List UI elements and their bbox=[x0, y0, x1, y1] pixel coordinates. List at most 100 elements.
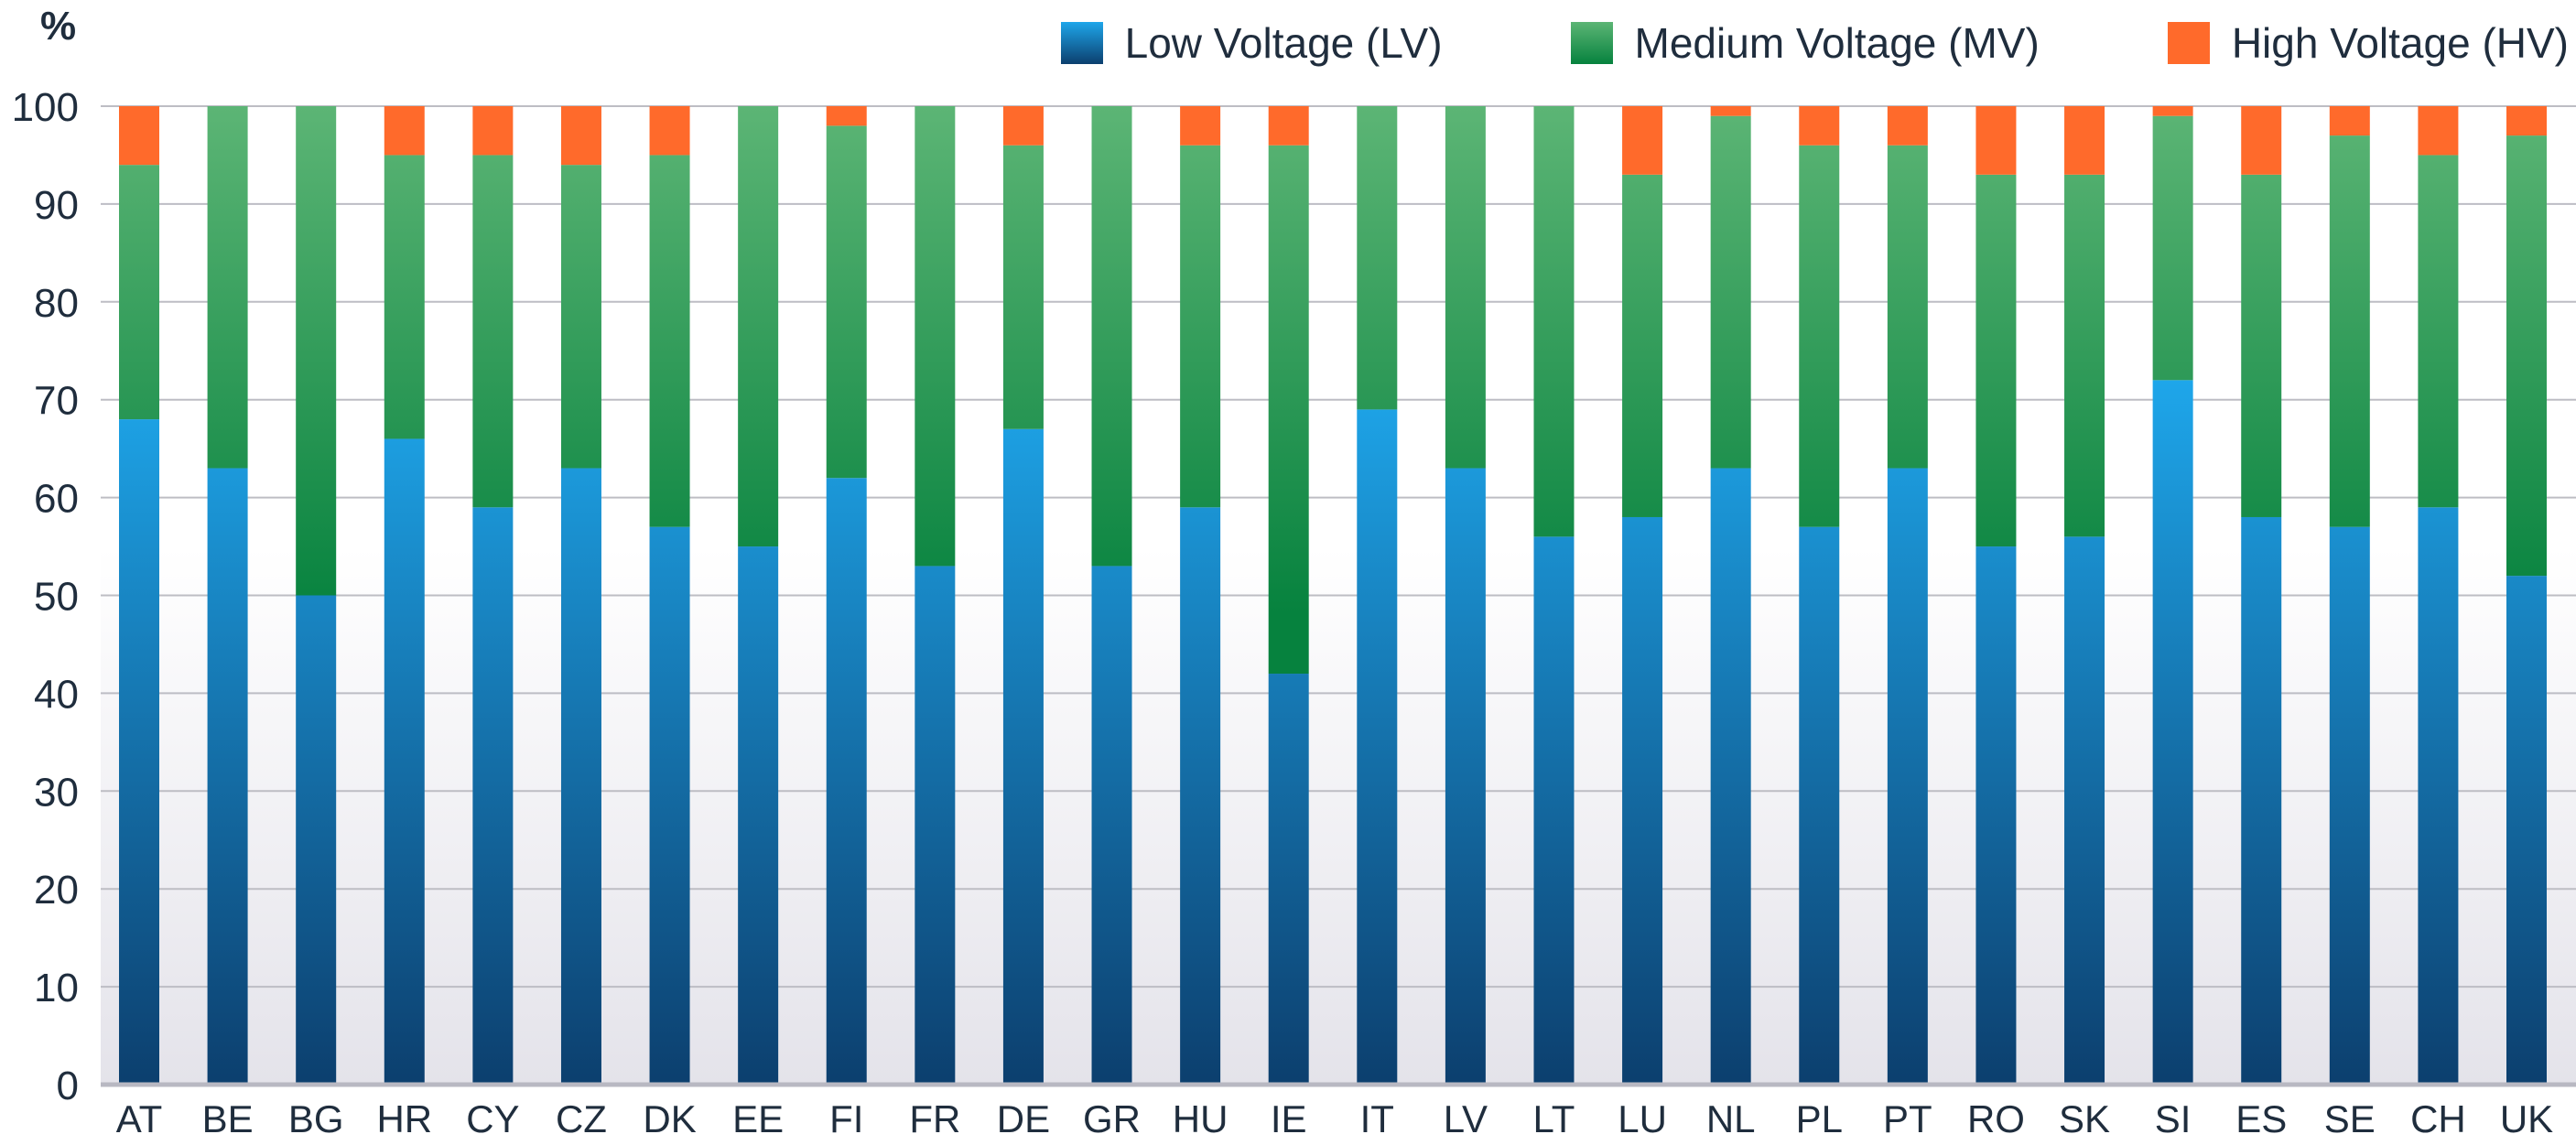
x-tick-label: ES bbox=[2235, 1097, 2287, 1140]
bar-segment-mv bbox=[1268, 145, 1309, 675]
bar-segment-mv bbox=[826, 125, 867, 479]
bar-segment-lv bbox=[826, 478, 867, 1085]
bar-segment-lv bbox=[296, 595, 337, 1085]
legend-swatch-hv bbox=[2167, 22, 2210, 64]
bar-segment-lv bbox=[2329, 526, 2370, 1085]
bar-segment-lv bbox=[1975, 546, 2017, 1085]
bar-segment-mv bbox=[1180, 145, 1221, 508]
bar-segment-hv bbox=[826, 106, 867, 126]
legend-swatch-mv bbox=[1570, 22, 1613, 64]
x-tick-label: PT bbox=[1883, 1097, 1932, 1140]
bar-segment-mv bbox=[1445, 106, 1486, 469]
x-tick-label: BE bbox=[202, 1097, 254, 1140]
bar-segment-mv bbox=[1799, 145, 1840, 527]
bar-segment-mv bbox=[1002, 145, 1044, 429]
bar-segment-hv bbox=[1799, 106, 1840, 146]
x-tick-label: NL bbox=[1706, 1097, 1756, 1140]
x-tick-label: DK bbox=[643, 1097, 696, 1140]
bar-segment-mv bbox=[1975, 174, 2017, 547]
bar-segment-lv bbox=[207, 468, 248, 1085]
bar-segment-hv bbox=[1622, 106, 1663, 175]
x-tick-label: LT bbox=[1533, 1097, 1575, 1140]
y-tick-label: 70 bbox=[34, 379, 79, 424]
x-tick-label: FI bbox=[829, 1097, 863, 1140]
y-tick-label: 90 bbox=[34, 183, 79, 228]
bar-segment-mv bbox=[2418, 155, 2459, 508]
bar-segment-mv bbox=[915, 106, 956, 567]
x-tick-label: LU bbox=[1618, 1097, 1667, 1140]
x-tick-label: RO bbox=[1967, 1097, 2025, 1140]
bar-segment-mv bbox=[296, 106, 337, 596]
y-axis-ticks: 0 10 20 30 40 50 60 70 80 90 100 bbox=[12, 85, 79, 1108]
bar-segment-hv bbox=[472, 106, 514, 156]
x-tick-label: EE bbox=[732, 1097, 784, 1140]
y-tick-label: 10 bbox=[34, 966, 79, 1010]
x-tick-label: FR bbox=[909, 1097, 960, 1140]
legend-item-hv: High Voltage (HV) bbox=[2167, 18, 2569, 68]
x-axis-ticks: AT BE BG HR CY CZ DK EE FI FR DE GR HU IE IT LV LT LU NL PL… bbox=[116, 1097, 2553, 1140]
bar-segment-lv bbox=[2152, 380, 2193, 1085]
bar-segment-lv bbox=[1268, 674, 1309, 1085]
y-axis-unit-label: % bbox=[40, 4, 77, 49]
bar-segment-mv bbox=[2064, 174, 2105, 537]
x-tick-label: BG bbox=[288, 1097, 344, 1140]
bar-segment-hv bbox=[1180, 106, 1221, 146]
bar-segment-hv bbox=[1887, 106, 1928, 146]
bar-segment-mv bbox=[1091, 106, 1132, 567]
y-tick-label: 100 bbox=[12, 85, 79, 130]
bar-segment-lv bbox=[384, 438, 425, 1086]
bar-segment-hv bbox=[2418, 106, 2459, 156]
bar-segment-mv bbox=[1622, 174, 1663, 517]
bar-segment-mv bbox=[1887, 145, 1928, 469]
bar-segment-lv bbox=[1357, 409, 1398, 1085]
bar-segment-lv bbox=[2506, 576, 2547, 1085]
bar-segment-lv bbox=[1622, 516, 1663, 1085]
x-tick-label: LV bbox=[1444, 1097, 1488, 1140]
legend-item-mv: Medium Voltage (MV) bbox=[1570, 18, 2040, 68]
bar-segment-mv bbox=[1533, 106, 1575, 537]
y-tick-label: 50 bbox=[34, 575, 79, 620]
legend-label-lv: Low Voltage (LV) bbox=[1124, 19, 1443, 67]
bar-segment-mv bbox=[207, 106, 248, 469]
bar-segment-mv bbox=[2329, 135, 2370, 527]
legend-label-hv: High Voltage (HV) bbox=[2231, 19, 2569, 67]
bar-segment-lv bbox=[1710, 468, 1751, 1085]
bar-segment-lv bbox=[738, 546, 779, 1085]
bar-segment-lv bbox=[1002, 428, 1044, 1085]
x-tick-label: CZ bbox=[556, 1097, 607, 1140]
legend-label-mv: Medium Voltage (MV) bbox=[1634, 19, 2040, 67]
bar-segment-lv bbox=[1091, 566, 1132, 1085]
x-tick-label: PL bbox=[1796, 1097, 1843, 1140]
bar-segment-mv bbox=[560, 165, 601, 469]
y-tick-label: 40 bbox=[34, 672, 79, 717]
bar-segment-hv bbox=[1975, 106, 2017, 175]
x-tick-label: HU bbox=[1173, 1097, 1228, 1140]
bar-segment-lv bbox=[1799, 526, 1840, 1085]
x-tick-label: IT bbox=[1360, 1097, 1394, 1140]
bars bbox=[119, 106, 2547, 1086]
x-tick-label: HR bbox=[376, 1097, 432, 1140]
x-tick-label: GR bbox=[1083, 1097, 1141, 1140]
bar-segment-lv bbox=[1533, 536, 1575, 1085]
bar-segment-mv bbox=[649, 155, 690, 527]
y-tick-label: 60 bbox=[34, 477, 79, 522]
bar-segment-lv bbox=[1180, 507, 1221, 1085]
bar-segment-lv bbox=[2241, 516, 2282, 1085]
x-tick-label: AT bbox=[116, 1097, 163, 1140]
y-tick-label: 30 bbox=[34, 770, 79, 815]
bar-segment-mv bbox=[384, 155, 425, 439]
bar-segment-mv bbox=[2241, 174, 2282, 517]
x-tick-label: DE bbox=[997, 1097, 1050, 1140]
y-tick-label: 0 bbox=[57, 1064, 79, 1108]
bar-segment-mv bbox=[472, 155, 514, 508]
x-tick-label: IE bbox=[1271, 1097, 1307, 1140]
legend: Low Voltage (LV) Medium Voltage (MV) Hig… bbox=[1060, 18, 2569, 68]
bar-segment-mv bbox=[119, 165, 159, 420]
x-tick-label: SE bbox=[2324, 1097, 2376, 1140]
y-tick-label: 80 bbox=[34, 281, 79, 326]
x-tick-label: UK bbox=[2500, 1097, 2553, 1140]
bar-segment-hv bbox=[2506, 106, 2547, 136]
bar-segment-lv bbox=[2418, 507, 2459, 1085]
